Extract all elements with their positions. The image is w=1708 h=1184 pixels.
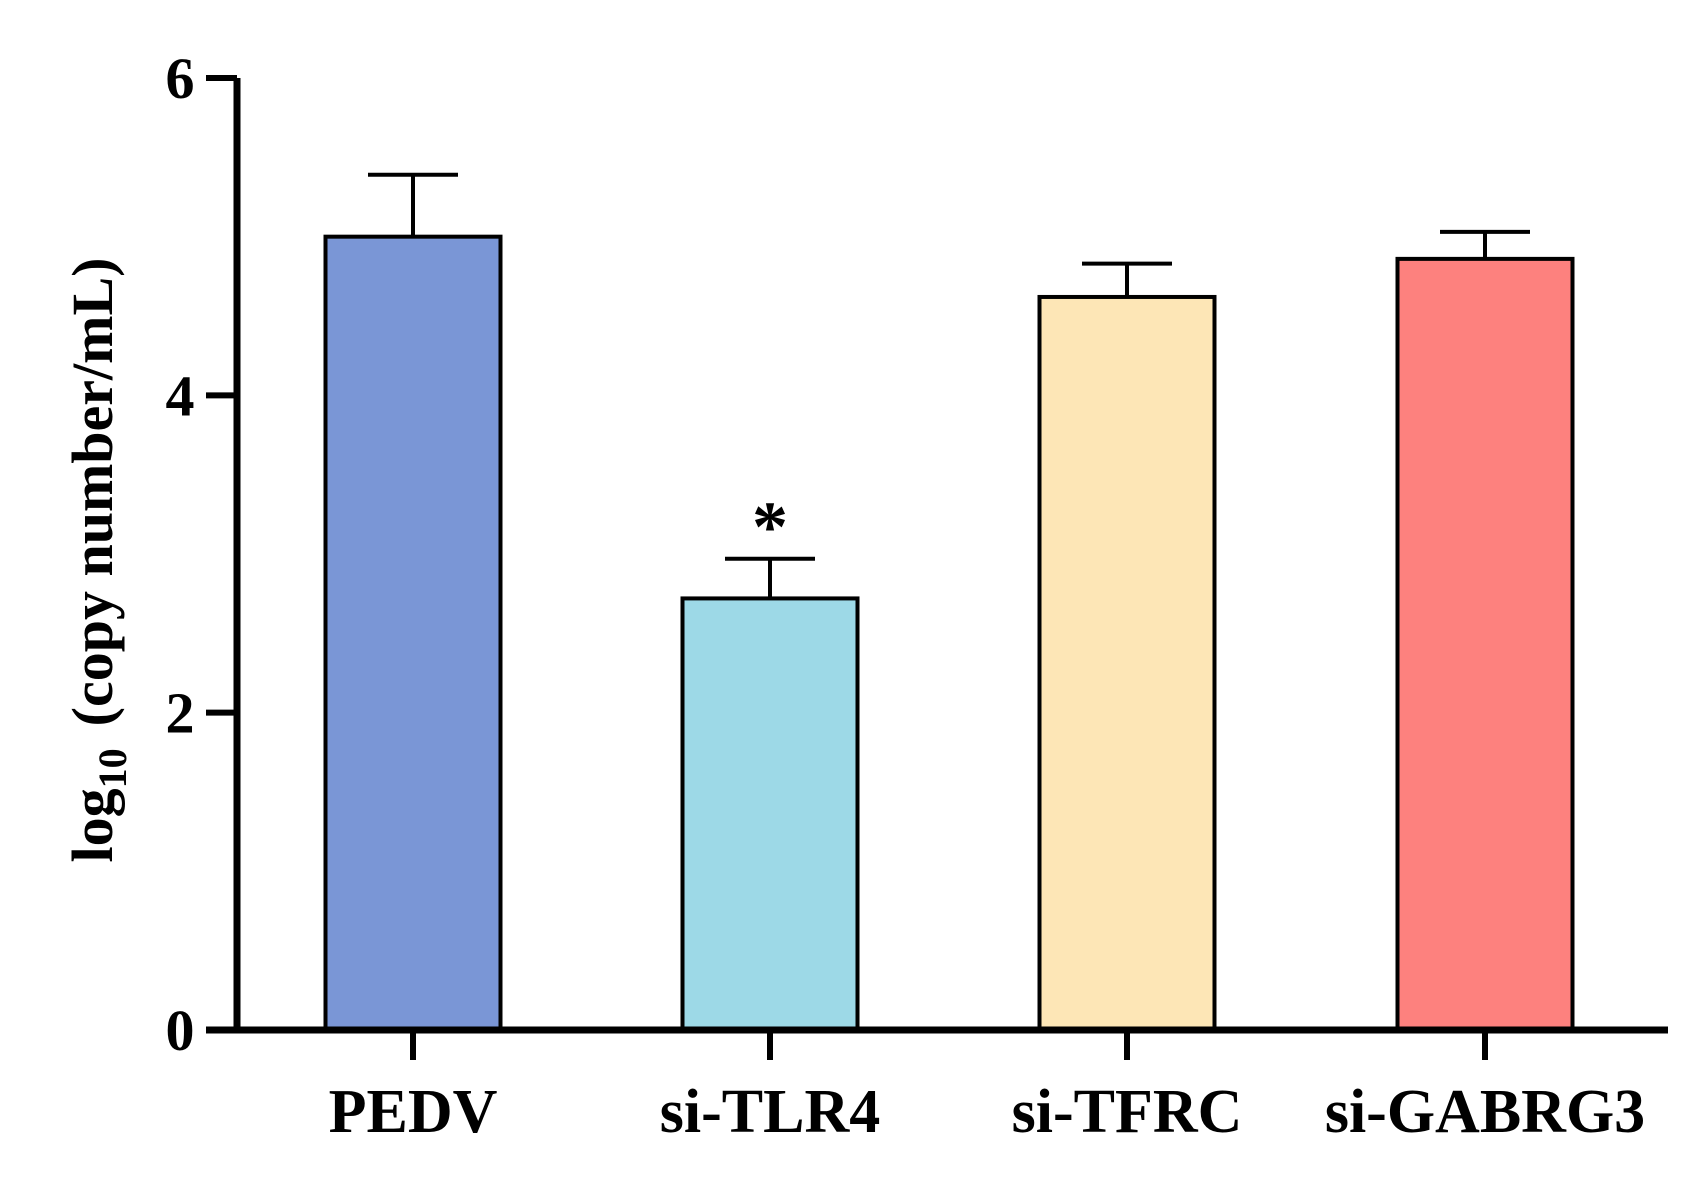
y-tick-label-2: 2 — [166, 681, 195, 746]
x-tick-label-si-gabrg3: si-GABRG3 — [1325, 1078, 1645, 1146]
x-tick-label-pedv: PEDV — [329, 1078, 498, 1146]
y-axis-title-suffix: (copy number/mL) — [60, 258, 125, 727]
bar-pedv — [323, 234, 503, 1032]
y-axis-title: log10 (copy number/mL) — [60, 258, 135, 863]
y-tick-label-4: 4 — [166, 363, 195, 428]
y-tick-label-6: 6 — [166, 46, 195, 111]
y-axis-title-prefix: log — [60, 788, 125, 862]
x-tick-label-si-tlr4: si-TLR4 — [660, 1078, 880, 1146]
bar-si-tlr4 — [680, 596, 860, 1033]
bar-si-gabrg3 — [1395, 256, 1575, 1032]
x-tick-label-si-tfrc: si-TFRC — [1012, 1078, 1243, 1146]
plot-area: PEDV * si-TLR4 si-TFRC si-GABRG3 0 2 4 6 — [166, 46, 1668, 1146]
y-axis-title-subscript: 10 — [90, 748, 135, 788]
significance-marker: * — [752, 487, 788, 567]
bar-si-tfrc — [1037, 294, 1217, 1032]
y-tick-label-0: 0 — [166, 998, 195, 1063]
